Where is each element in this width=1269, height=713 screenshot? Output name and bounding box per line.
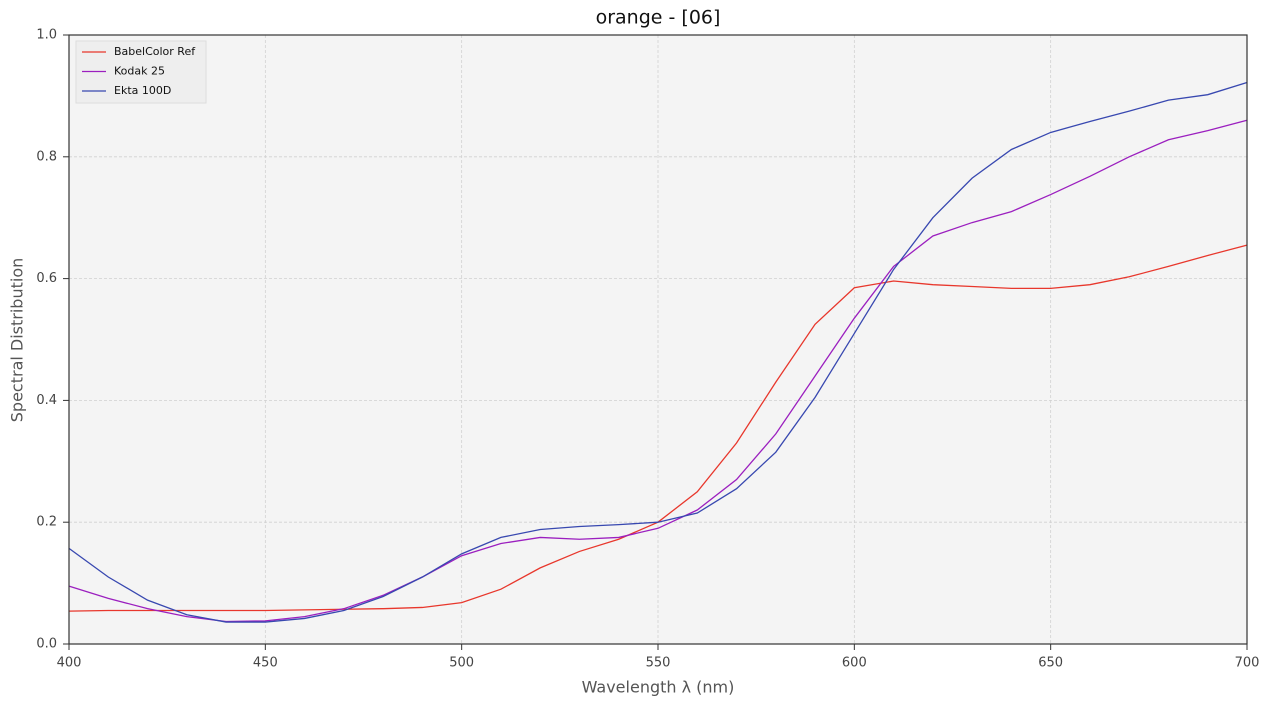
y-tick-label: 0.4: [36, 393, 57, 408]
legend-label: Kodak 25: [114, 65, 165, 78]
x-tick-label: 600: [842, 656, 867, 671]
y-tick-label: 0.8: [36, 149, 57, 164]
x-tick-label: 450: [253, 656, 278, 671]
series-line: [68, 119, 1248, 623]
y-tick-label: 0.0: [36, 637, 57, 652]
chart-title: orange - [06]: [596, 7, 721, 29]
series-line: [68, 81, 1248, 623]
x-tick-label: 550: [646, 656, 671, 671]
legend: BabelColor Ref Kodak 25 Ekta 100D: [75, 40, 207, 104]
y-tick-label: 0.2: [36, 515, 57, 530]
lines: [68, 81, 1248, 623]
y-tick-label: 0.6: [36, 271, 57, 286]
legend-label: BabelColor Ref: [114, 45, 196, 58]
y-tick-label: 1.0: [36, 28, 57, 43]
x-tick-label: 500: [449, 656, 474, 671]
x-axis-label: Wavelength λ (nm): [582, 678, 735, 697]
x-tick-label: 650: [1038, 656, 1063, 671]
legend-label: Ekta 100D: [114, 84, 171, 97]
y-axis-label: Spectral Distribution: [8, 258, 27, 422]
x-tick-label: 400: [57, 656, 82, 671]
x-tick-label: 700: [1235, 656, 1260, 671]
